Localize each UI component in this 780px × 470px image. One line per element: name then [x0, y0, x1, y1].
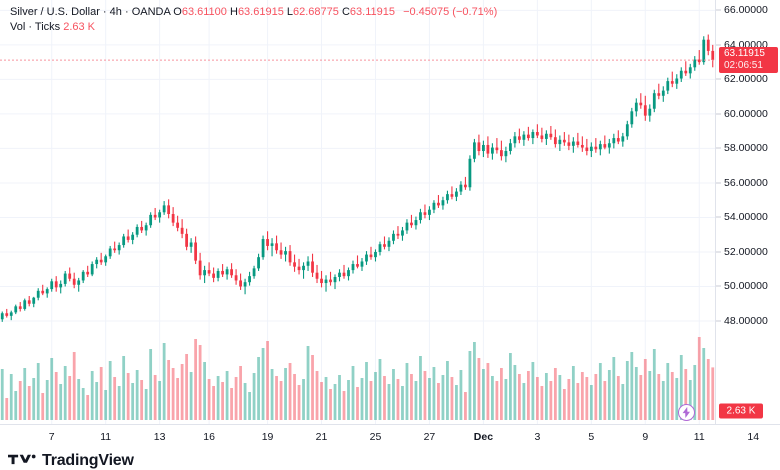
volume-value: 2.63 K — [63, 21, 96, 33]
candlestick-series — [0, 34, 715, 322]
time-axis-label: 3 — [534, 431, 541, 443]
price-tick-dash — [716, 44, 721, 46]
price-tick-dash — [716, 9, 721, 11]
price-tick-dash — [716, 320, 721, 322]
time-axis-label: 9 — [642, 431, 649, 443]
last-price-value: 63.11915 — [724, 48, 765, 60]
price-tick-dash — [716, 78, 721, 80]
exchange-label: OANDA — [131, 6, 171, 18]
time-axis-label: 19 — [261, 431, 274, 443]
legend-separator-3: · — [28, 21, 33, 33]
price-tick-dash — [716, 216, 721, 218]
close-value: 63.11915 — [349, 6, 395, 18]
price-axis-label: 50.00000 — [724, 280, 768, 293]
tradingview-logo-icon — [8, 454, 36, 465]
low-label: L — [286, 6, 294, 18]
volume-title: Vol — [10, 21, 26, 33]
high-label: H — [229, 6, 238, 18]
time-axis-label: 16 — [203, 431, 215, 443]
price-axis-label: 52.00000 — [724, 245, 768, 258]
tradingview-watermark: TradingView — [8, 452, 134, 470]
time-axis-label: 5 — [588, 431, 595, 443]
price-axis-label: 48.00000 — [724, 315, 768, 327]
close-label: C — [341, 6, 350, 18]
open-label: O — [173, 6, 182, 18]
time-axis-label: 11 — [693, 431, 705, 443]
open-value: 63.61100 — [181, 6, 227, 18]
interval-label[interactable]: 4h — [109, 6, 122, 18]
price-tick-dash — [716, 147, 721, 149]
time-axis-label: 27 — [423, 431, 436, 443]
volume-badge: 2.63 K — [719, 403, 763, 419]
volume-source: Ticks — [34, 21, 61, 33]
price-axis-label: 62.00000 — [724, 73, 768, 86]
time-axis-label: 13 — [153, 431, 166, 443]
chart-legend: Silver / U.S. Dollar · 4h · OANDA O63.61… — [10, 6, 497, 34]
price-tick-dash — [716, 285, 721, 287]
time-axis-label: 14 — [747, 431, 760, 443]
price-axis-label: 58.00000 — [724, 142, 768, 155]
price-tick-dash — [716, 113, 721, 115]
high-value: 63.61915 — [237, 6, 284, 18]
symbol-name[interactable]: Silver / U.S. Dollar — [10, 6, 100, 18]
lightning-bolt-icon[interactable] — [678, 404, 695, 421]
chart-plot-area[interactable] — [0, 0, 715, 424]
last-price-line — [0, 59, 715, 61]
legend-separator-2: · — [124, 6, 129, 18]
price-tick-dash — [716, 182, 721, 184]
time-axis-label: 25 — [369, 431, 382, 443]
bar-countdown: 02:06:51 — [724, 60, 763, 72]
price-axis-label: 56.00000 — [724, 176, 768, 189]
price-axis-label: 66.00000 — [724, 4, 768, 17]
last-price-badge: 63.11915 02:06:51 — [719, 47, 778, 74]
tradingview-brand: TradingView — [42, 452, 134, 469]
legend-volume-row[interactable]: Vol · Ticks 2.63 K — [10, 21, 497, 34]
legend-separator-1: · — [102, 6, 107, 18]
low-value: 62.68775 — [293, 6, 339, 18]
volume-series — [0, 337, 715, 420]
legend-symbol-row[interactable]: Silver / U.S. Dollar · 4h · OANDA O63.61… — [10, 6, 497, 19]
time-axis-label: 11 — [100, 431, 112, 443]
price-axis[interactable]: 63.11915 02:06:51 2.63 K 66.00000 64.0000… — [715, 0, 780, 424]
time-axis-label: Dec — [473, 431, 494, 443]
change-value: −0.45075 (−0.71%) — [403, 6, 498, 18]
price-axis-label: 60.00000 — [724, 107, 768, 120]
price-axis-label: 54.00000 — [724, 211, 768, 224]
time-axis-label: 7 — [48, 431, 55, 443]
time-axis-label: 21 — [315, 431, 328, 443]
time-axis[interactable]: 7 11 13 16 19 21 25 27 Dec 3 5 9 11 14 — [0, 424, 780, 448]
price-tick-dash — [716, 251, 721, 253]
